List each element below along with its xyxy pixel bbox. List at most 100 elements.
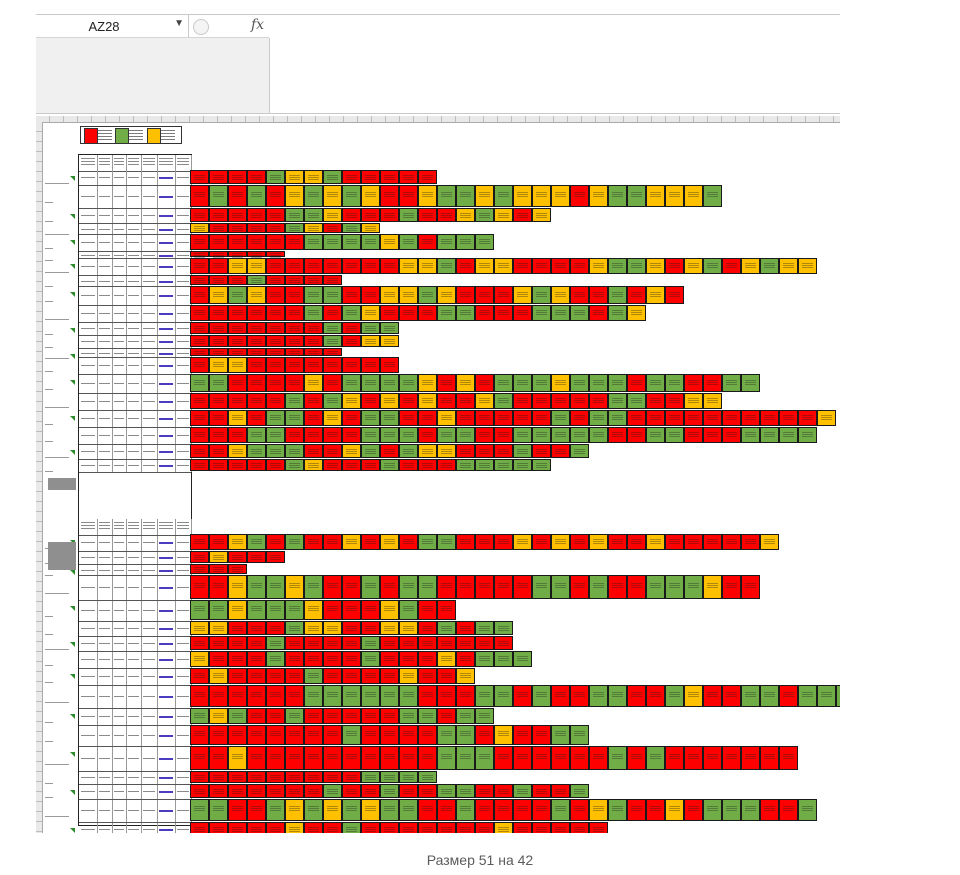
matrix-cell-red[interactable] xyxy=(437,459,456,471)
matrix-cell-yellow[interactable] xyxy=(399,258,418,274)
matrix-cell-red[interactable] xyxy=(247,374,266,392)
matrix-cell-yellow[interactable] xyxy=(456,668,475,684)
matrix-cell-red[interactable] xyxy=(627,575,646,599)
matrix-cell-red[interactable] xyxy=(703,427,722,443)
matrix-cell-yellow[interactable] xyxy=(684,685,703,707)
matrix-cell-red[interactable] xyxy=(228,459,247,471)
matrix-cell-red[interactable] xyxy=(228,374,247,392)
matrix-cell-red[interactable] xyxy=(209,322,228,334)
matrix-cell-red[interactable] xyxy=(209,335,228,347)
matrix-cell-yellow[interactable] xyxy=(228,410,247,426)
matrix-cell-green[interactable] xyxy=(798,427,817,443)
matrix-cell-red[interactable] xyxy=(209,771,228,783)
matrix-cell-red[interactable] xyxy=(209,223,228,233)
matrix-cell-red[interactable] xyxy=(551,746,570,770)
matrix-cell-red[interactable] xyxy=(323,534,342,550)
matrix-cell-red[interactable] xyxy=(399,410,418,426)
matrix-cell-green[interactable] xyxy=(323,393,342,409)
matrix-cell-red[interactable] xyxy=(247,685,266,707)
matrix-cell-green[interactable] xyxy=(608,185,627,207)
matrix-cell-yellow[interactable] xyxy=(684,185,703,207)
matrix-cell-red[interactable] xyxy=(513,799,532,821)
comment-indicator-icon[interactable] xyxy=(70,354,75,359)
matrix-cell-red[interactable] xyxy=(266,348,285,356)
matrix-cell-yellow[interactable] xyxy=(342,393,361,409)
matrix-cell-green[interactable] xyxy=(475,651,494,667)
matrix-cell-green[interactable] xyxy=(418,286,437,304)
matrix-cell-yellow[interactable] xyxy=(228,258,247,274)
matrix-cell-red[interactable] xyxy=(361,258,380,274)
matrix-cell-yellow[interactable] xyxy=(760,534,779,550)
matrix-cell-red[interactable] xyxy=(589,286,608,304)
matrix-cell-red[interactable] xyxy=(418,636,437,650)
matrix-cell-yellow[interactable] xyxy=(285,575,304,599)
matrix-cell-green[interactable] xyxy=(570,784,589,798)
matrix-cell-red[interactable] xyxy=(627,410,646,426)
matrix-cell-red[interactable] xyxy=(266,305,285,321)
matrix-cell-red[interactable] xyxy=(380,575,399,599)
matrix-cell-red[interactable] xyxy=(437,208,456,222)
matrix-cell-yellow[interactable] xyxy=(228,357,247,373)
matrix-cell-green[interactable] xyxy=(437,725,456,745)
matrix-cell-red[interactable] xyxy=(437,708,456,724)
matrix-cell-green[interactable] xyxy=(570,374,589,392)
matrix-cell-green[interactable] xyxy=(627,258,646,274)
matrix-cell-red[interactable] xyxy=(266,185,285,207)
matrix-cell-green[interactable] xyxy=(608,746,627,770)
matrix-cell-red[interactable] xyxy=(380,258,399,274)
matrix-cell-red[interactable] xyxy=(494,305,513,321)
matrix-cell-green[interactable] xyxy=(589,575,608,599)
comment-indicator-icon[interactable] xyxy=(70,264,75,269)
matrix-cell-red[interactable] xyxy=(475,305,494,321)
matrix-cell-red[interactable] xyxy=(266,374,285,392)
matrix-cell-green[interactable] xyxy=(494,393,513,409)
matrix-cell-green[interactable] xyxy=(532,459,551,471)
matrix-cell-green[interactable] xyxy=(437,234,456,250)
matrix-cell-green[interactable] xyxy=(741,427,760,443)
matrix-cell-green[interactable] xyxy=(361,651,380,667)
matrix-cell-red[interactable] xyxy=(399,393,418,409)
matrix-cell-yellow[interactable] xyxy=(437,651,456,667)
matrix-cell-green[interactable] xyxy=(532,286,551,304)
comment-indicator-icon[interactable] xyxy=(70,292,75,297)
matrix-cell-green[interactable] xyxy=(304,575,323,599)
matrix-cell-red[interactable] xyxy=(266,621,285,635)
matrix-cell-green[interactable] xyxy=(475,234,494,250)
matrix-cell-green[interactable] xyxy=(798,685,817,707)
matrix-cell-red[interactable] xyxy=(304,636,323,650)
matrix-cell-red[interactable] xyxy=(456,258,475,274)
matrix-cell-red[interactable] xyxy=(209,275,228,285)
matrix-cell-red[interactable] xyxy=(570,534,589,550)
info-link-cell[interactable] xyxy=(157,323,176,335)
matrix-cell-red[interactable] xyxy=(285,685,304,707)
matrix-cell-green[interactable] xyxy=(209,600,228,620)
matrix-cell-green[interactable] xyxy=(703,258,722,274)
matrix-cell-green[interactable] xyxy=(399,708,418,724)
matrix-cell-green[interactable] xyxy=(361,234,380,250)
matrix-cell-red[interactable] xyxy=(285,725,304,745)
info-link-cell[interactable] xyxy=(157,224,176,234)
info-link-cell[interactable] xyxy=(157,709,176,725)
matrix-cell-yellow[interactable] xyxy=(304,621,323,635)
matrix-cell-red[interactable] xyxy=(361,784,380,798)
matrix-cell-red[interactable] xyxy=(399,822,418,833)
matrix-cell-red[interactable] xyxy=(361,668,380,684)
matrix-cell-green[interactable] xyxy=(323,335,342,347)
matrix-cell-red[interactable] xyxy=(380,636,399,650)
matrix-cell-red[interactable] xyxy=(456,534,475,550)
matrix-cell-yellow[interactable] xyxy=(475,393,494,409)
matrix-cell-yellow[interactable] xyxy=(304,170,323,184)
matrix-cell-red[interactable] xyxy=(475,725,494,745)
matrix-cell-green[interactable] xyxy=(209,374,228,392)
matrix-cell-green[interactable] xyxy=(513,427,532,443)
matrix-cell-red[interactable] xyxy=(513,822,532,833)
matrix-cell-red[interactable] xyxy=(399,725,418,745)
matrix-cell-red[interactable] xyxy=(304,258,323,274)
matrix-cell-green[interactable] xyxy=(304,286,323,304)
matrix-cell-yellow[interactable] xyxy=(190,223,209,233)
matrix-cell-red[interactable] xyxy=(304,348,323,356)
matrix-cell-green[interactable] xyxy=(342,234,361,250)
matrix-cell-red[interactable] xyxy=(741,746,760,770)
matrix-cell-red[interactable] xyxy=(342,357,361,373)
matrix-cell-red[interactable] xyxy=(456,651,475,667)
